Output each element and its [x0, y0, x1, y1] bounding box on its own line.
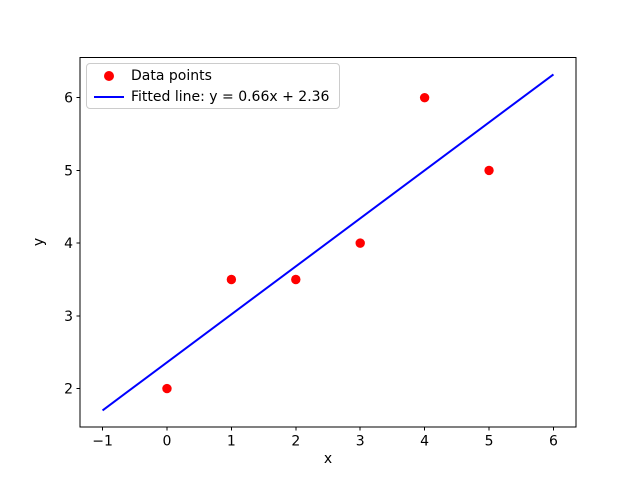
y-tick-label: 3	[64, 309, 73, 325]
legend-marker-column	[93, 95, 125, 98]
y-tick-label: 5	[64, 163, 73, 179]
x-tick-label: 5	[485, 434, 494, 450]
x-tick-label: −1	[92, 434, 113, 450]
legend-entry-fitted-line: Fitted line: y = 0.66x + 2.36	[93, 86, 329, 107]
y-axis-label: y	[31, 237, 48, 247]
legend-label-data-points: Data points	[131, 67, 212, 84]
data-point	[226, 274, 237, 285]
axes-frame	[79, 57, 577, 428]
data-point	[162, 383, 172, 394]
fitted-line	[101, 73, 555, 412]
x-tick-label: 2	[291, 434, 300, 450]
data-point	[419, 92, 430, 103]
legend-entry-data-points: Data points	[93, 65, 329, 86]
scatter-marker-icon	[104, 70, 114, 81]
line-marker-icon	[94, 95, 124, 98]
x-tick-label: 1	[227, 434, 236, 450]
x-tick-label: 6	[549, 434, 558, 450]
x-axis-label: x	[323, 451, 333, 467]
data-point	[291, 274, 301, 285]
x-tick-label: 4	[420, 434, 429, 450]
y-tick-label: 6	[64, 91, 73, 107]
y-tick-label: 4	[64, 236, 73, 252]
legend: Data points Fitted line: y = 0.66x + 2.3…	[86, 63, 341, 109]
legend-label-fitted-line: Fitted line: y = 0.66x + 2.36	[131, 88, 330, 105]
x-tick-label: 3	[356, 434, 365, 450]
legend-marker-column	[93, 70, 125, 81]
data-point	[484, 165, 494, 176]
x-tick-label: 0	[163, 434, 172, 450]
y-tick-label: 2	[64, 382, 73, 398]
data-point	[355, 238, 365, 248]
